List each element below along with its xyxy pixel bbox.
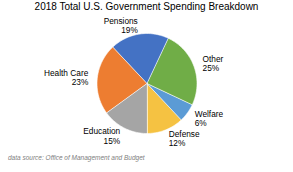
- svg-text:Defense12%: Defense12%: [169, 129, 200, 148]
- html-text:2018 Total U.S. Government Spe: 2018 Total U.S. Government Spending Brea…: [34, 1, 259, 12]
- svg-text:Health Care23%: Health Care23%: [44, 68, 89, 87]
- svg-text:Education15%: Education15%: [83, 126, 121, 145]
- svg-text:Pensions19%: Pensions19%: [104, 16, 139, 35]
- html-text:data source: Office of Managem: data source: Office of Management and Bu…: [8, 154, 145, 161]
- svg-text:Welfare6%: Welfare6%: [195, 109, 224, 128]
- svg-text:Other25%: Other25%: [203, 54, 224, 73]
